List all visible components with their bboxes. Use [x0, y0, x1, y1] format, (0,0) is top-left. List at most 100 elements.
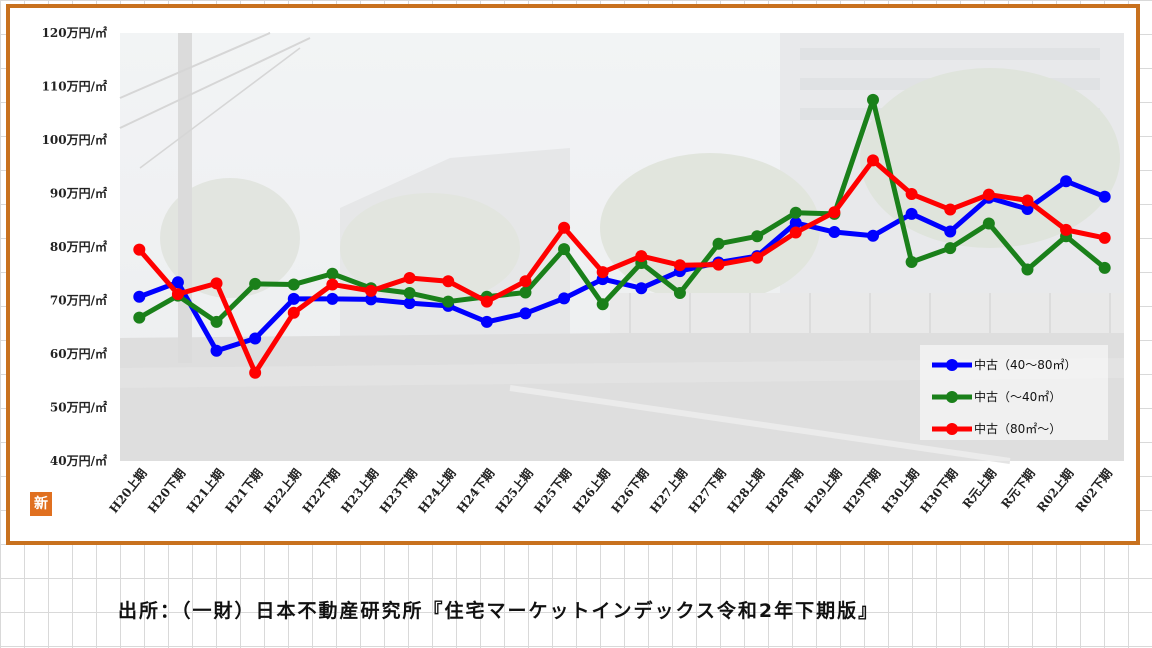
x-tick-label: H24上期 — [415, 466, 459, 516]
data-point-series-2 — [326, 267, 339, 280]
data-point-series-2 — [982, 217, 995, 230]
series-line-2 — [136, 97, 1108, 325]
data-point-series-3 — [828, 206, 841, 219]
data-point-series-3 — [287, 306, 300, 319]
x-tick-label: H29下期 — [840, 466, 884, 516]
data-point-series-3 — [403, 272, 416, 285]
data-point-series-1 — [905, 207, 918, 220]
background-photo — [119, 32, 1124, 464]
data-point-series-1 — [171, 276, 184, 289]
x-tick-label: H24下期 — [453, 466, 497, 516]
data-point-series-1 — [944, 225, 957, 238]
y-tick-label: 110万円/㎡ — [42, 79, 107, 94]
data-point-series-1 — [480, 315, 493, 328]
data-point-series-1 — [210, 344, 223, 357]
x-tick-label: H27上期 — [646, 466, 690, 516]
x-tick-label: R02上期 — [1033, 466, 1076, 515]
x-tick-label: H20上期 — [106, 466, 150, 516]
data-point-series-3 — [133, 243, 146, 256]
y-tick-label: 40万円/㎡ — [50, 453, 107, 468]
data-point-series-1 — [1021, 203, 1034, 216]
y-axis: 40万円/㎡ 50万円/㎡ 60万円/㎡ 70万円/㎡ 80万円/㎡ 90万円/㎡ 100万… — [42, 25, 107, 468]
x-tick-label: H25下期 — [531, 466, 575, 516]
y-tick-label: 120万円/㎡ — [42, 25, 107, 40]
data-point-series-3 — [1098, 231, 1111, 244]
x-tick-label: R02下期 — [1072, 466, 1115, 515]
data-point-series-2 — [558, 243, 571, 256]
data-point-series-1 — [1060, 175, 1073, 188]
legend: 中古（40～80㎡） 中古（～40㎡） 中古（80㎡～） — [920, 345, 1108, 440]
y-tick-label: 60万円/㎡ — [50, 346, 107, 361]
data-point-series-2 — [133, 311, 146, 324]
x-tick-label: H30下期 — [917, 466, 961, 516]
x-tick-label: H29上期 — [801, 466, 845, 516]
x-tick-label: H28下期 — [762, 466, 806, 516]
source-caption: 出所：（一財）日本不動産研究所『住宅マーケットインデックス令和2年下期版』 — [118, 600, 880, 622]
data-point-series-1 — [789, 216, 802, 229]
new-badge: 新 — [30, 492, 52, 516]
x-tick-label: H22上期 — [260, 466, 304, 516]
series-group — [133, 93, 1111, 379]
y-tick-label: 90万円/㎡ — [50, 186, 107, 201]
data-point-series-2 — [249, 277, 262, 290]
data-point-series-2 — [712, 237, 725, 250]
data-point-series-1 — [558, 292, 571, 305]
x-tick-label: H20下期 — [144, 466, 188, 516]
data-point-series-3 — [673, 259, 686, 272]
legend-label: 中古（40～80㎡） — [974, 357, 1077, 372]
data-point-series-3 — [1021, 194, 1034, 207]
data-point-series-3 — [171, 288, 184, 301]
x-tick-label: H21上期 — [183, 466, 227, 516]
data-point-series-3 — [944, 203, 957, 216]
data-point-series-2 — [673, 287, 686, 300]
data-point-series-3 — [635, 250, 648, 263]
data-point-series-3 — [442, 275, 455, 288]
data-point-series-2 — [867, 93, 879, 106]
data-point-series-3 — [596, 266, 609, 279]
data-point-series-2 — [1098, 261, 1111, 274]
data-point-series-2 — [751, 230, 764, 243]
x-tick-label: H26上期 — [569, 466, 613, 516]
data-point-series-1 — [365, 293, 377, 306]
data-point-series-2 — [287, 278, 300, 291]
legend-swatch-marker — [946, 423, 958, 435]
data-point-series-1 — [326, 292, 339, 305]
data-point-series-3 — [210, 277, 223, 290]
x-tick-label: H26下期 — [608, 466, 652, 516]
y-tick-label: 100万円/㎡ — [42, 132, 107, 147]
x-tick-label: H23下期 — [376, 466, 420, 516]
y-tick-label: 70万円/㎡ — [50, 293, 107, 308]
x-tick-label: R元上期 — [959, 466, 999, 511]
data-point-series-3 — [519, 275, 532, 288]
data-point-series-1 — [287, 292, 300, 305]
data-point-series-3 — [1060, 223, 1073, 236]
data-point-series-3 — [751, 251, 764, 264]
data-point-series-2 — [210, 315, 223, 328]
data-point-series-2 — [596, 298, 609, 311]
data-point-series-3 — [480, 295, 493, 308]
data-point-series-1 — [1098, 190, 1111, 203]
x-tick-label: R元下期 — [998, 466, 1038, 511]
legend-label: 中古（～40㎡） — [974, 389, 1061, 404]
chart-frame: 40万円/㎡ 50万円/㎡ 60万円/㎡ 70万円/㎡ 80万円/㎡ 90万円/㎡ 100万… — [6, 4, 1140, 545]
data-point-series-1 — [519, 307, 532, 320]
data-point-series-3 — [712, 258, 725, 271]
legend-swatch-marker — [946, 391, 958, 403]
x-tick-label: H25上期 — [492, 466, 536, 516]
data-point-series-1 — [249, 332, 262, 345]
data-point-series-3 — [789, 226, 802, 239]
data-point-series-1 — [867, 229, 879, 242]
data-point-series-2 — [1021, 263, 1034, 276]
series-line-3 — [136, 157, 1108, 376]
x-tick-label: H22下期 — [299, 466, 343, 516]
data-point-series-1 — [635, 282, 648, 295]
data-point-series-3 — [558, 221, 571, 234]
data-point-series-1 — [828, 226, 841, 239]
data-point-series-2 — [442, 295, 455, 308]
data-point-series-3 — [249, 366, 262, 379]
data-point-series-1 — [133, 290, 146, 303]
data-point-series-3 — [982, 188, 995, 201]
legend-label: 中古（80㎡～） — [974, 421, 1061, 436]
x-tick-label: H23上期 — [338, 466, 382, 516]
x-tick-label: H21下期 — [222, 466, 266, 516]
